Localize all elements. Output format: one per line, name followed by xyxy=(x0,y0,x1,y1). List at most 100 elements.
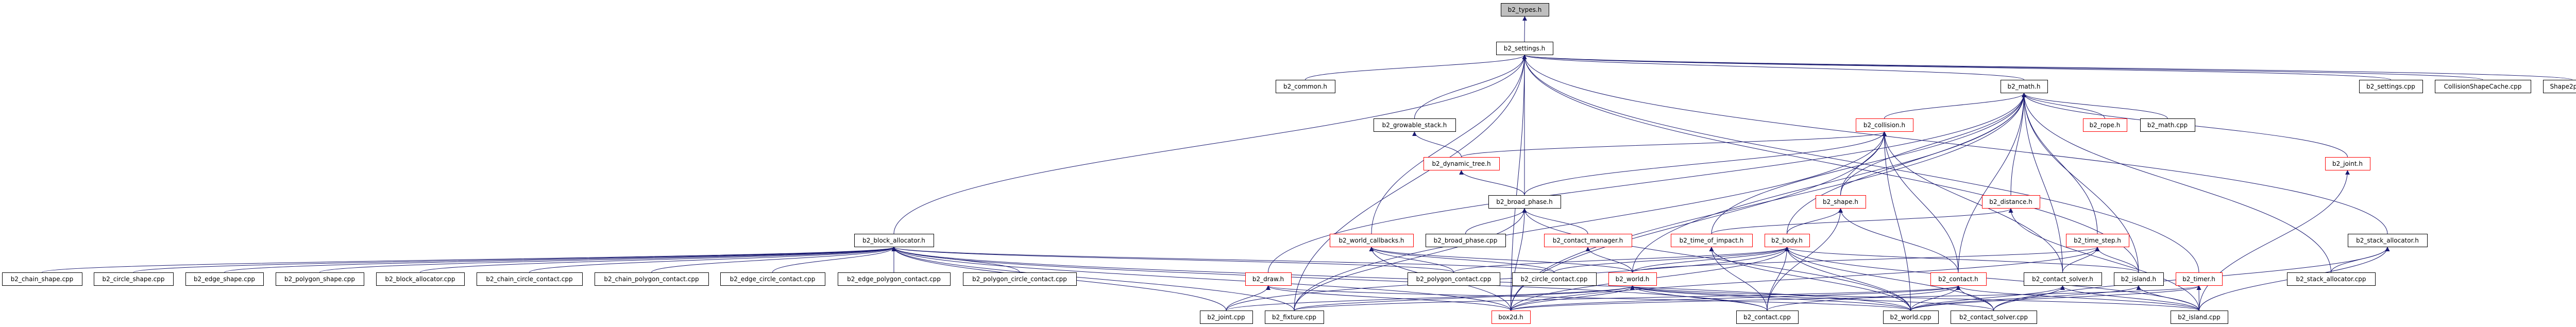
node-shape2p5-cpp[interactable]: Shape2p5.cpp xyxy=(2543,80,2576,93)
node-b2-math-cpp[interactable]: b2_math.cpp xyxy=(2140,118,2195,132)
node-box xyxy=(2287,272,2376,286)
node-b2-edge-circle-contact-cpp[interactable]: b2_edge_circle_contact.cpp xyxy=(720,272,825,286)
node-box xyxy=(2325,157,2370,170)
node-b2-edge-shape-cpp[interactable]: b2_edge_shape.cpp xyxy=(185,272,264,286)
node-b2-fixture-cpp[interactable]: b2_fixture.cpp xyxy=(1265,311,1324,324)
node-box xyxy=(2359,80,2423,93)
node-b2-world-h[interactable]: b2_world.h xyxy=(1608,272,1657,286)
node-box xyxy=(1426,234,1506,247)
edge-b2-math-h-to-b2-settings-h xyxy=(1522,55,2024,80)
node-label: b2_stack_allocator.h xyxy=(2356,237,2419,244)
edge-b2-world-h-to-b2-body-h xyxy=(1632,247,1789,273)
edge-b2-contact-cpp-to-b2-body-h xyxy=(1767,247,1789,311)
node-b2-island-h[interactable]: b2_island.h xyxy=(2114,272,2164,286)
node-b2-draw-h[interactable]: b2_draw.h xyxy=(1245,272,1292,286)
node-b2-broad-phase-h[interactable]: b2_broad_phase.h xyxy=(1488,195,1561,209)
node-b2-block-allocator-cpp[interactable]: b2_block_allocator.cpp xyxy=(376,272,465,286)
node-b2-shape-h[interactable]: b2_shape.h xyxy=(1816,195,1866,209)
node-label: b2_stack_allocator.cpp xyxy=(2296,276,2366,283)
node-label: b2_distance.h xyxy=(1989,198,2032,205)
node-label: CollisionShapeCache.cpp xyxy=(2444,83,2522,90)
node-box xyxy=(1488,195,1561,209)
node-box xyxy=(2348,234,2428,247)
node-label: b2_world.h xyxy=(1616,276,1650,283)
edge-b2-circle-contact-cpp-to-b2-block-allocator-h xyxy=(891,247,1554,273)
node-b2-stack-allocator-h[interactable]: b2_stack_allocator.h xyxy=(2348,234,2428,247)
node-b2-contact-manager-h[interactable]: b2_contact_manager.h xyxy=(1544,234,1632,247)
node-box xyxy=(2140,118,2195,132)
node-label: b2_joint.h xyxy=(2332,160,2363,167)
node-b2-polygon-shape-cpp[interactable]: b2_polygon_shape.cpp xyxy=(276,272,364,286)
node-b2-joint-h[interactable]: b2_joint.h xyxy=(2325,157,2370,170)
node-b2-dynamic-tree-h[interactable]: b2_dynamic_tree.h xyxy=(1423,157,1500,170)
node-b2-joint-cpp[interactable]: b2_joint.cpp xyxy=(1200,311,1253,324)
node-box xyxy=(2114,272,2164,286)
node-box xyxy=(1512,272,1597,286)
node-box xyxy=(2024,272,2102,286)
node-b2-chain-circle-contact-cpp[interactable]: b2_chain_circle_contact.cpp xyxy=(477,272,583,286)
node-label: b2_broad_phase.h xyxy=(1496,198,1552,205)
node-b2-settings-h[interactable]: b2_settings.h xyxy=(1496,42,1553,55)
edge-b2-contact-manager-h-to-b2-broad-phase-h xyxy=(1522,208,1588,234)
node-b2-common-h[interactable]: b2_common.h xyxy=(1276,80,1335,93)
edge-b2-circle-contact-cpp-to-b2-body-h xyxy=(1554,247,1789,273)
node-b2-contact-h[interactable]: b2_contact.h xyxy=(1930,272,1987,286)
edge-box2d-h-to-b2-timer-h xyxy=(1511,285,2201,311)
edge-b2-world-cpp-to-b2-collision-h xyxy=(1882,131,1911,311)
edge-b2-broad-phase-cpp-to-b2-broad-phase-h xyxy=(1465,208,1527,234)
node-b2-time-of-impact-h[interactable]: b2_time_of_impact.h xyxy=(1671,234,1753,247)
node-b2-block-allocator-h[interactable]: b2_block_allocator.h xyxy=(854,234,934,247)
node-b2-timer-h[interactable]: b2_timer.h xyxy=(2176,272,2223,286)
node-b2-island-cpp[interactable]: b2_island.cpp xyxy=(2171,311,2228,324)
edge-b2-contact-solver-cpp-to-b2-contact-solver-h xyxy=(1993,285,2065,311)
node-label: b2_math.h xyxy=(2007,83,2040,90)
node-b2-circle-contact-cpp[interactable]: b2_circle_contact.cpp xyxy=(1512,272,1597,286)
node-label: b2_block_allocator.cpp xyxy=(385,276,455,283)
node-b2-math-h[interactable]: b2_math.h xyxy=(2001,80,2048,93)
node-b2-edge-polygon-contact-cpp[interactable]: b2_edge_polygon_contact.cpp xyxy=(838,272,951,286)
node-b2-contact-solver-h[interactable]: b2_contact_solver.h xyxy=(2024,272,2102,286)
edge-b2-chain-circle-contact-cpp-to-b2-block-allocator-h xyxy=(529,247,896,273)
node-b2-settings-cpp[interactable]: b2_settings.cpp xyxy=(2359,80,2423,93)
node-b2-contact-cpp[interactable]: b2_contact.cpp xyxy=(1736,311,1799,324)
node-label: b2_math.cpp xyxy=(2147,122,2188,129)
node-b2-stack-allocator-cpp[interactable]: b2_stack_allocator.cpp xyxy=(2287,272,2376,286)
node-b2-rope-h[interactable]: b2_rope.h xyxy=(2083,118,2127,132)
node-box2d-h[interactable]: box2d.h xyxy=(1492,311,1531,324)
node-b2-contact-solver-cpp[interactable]: b2_contact_solver.cpp xyxy=(1951,311,2037,324)
edge-b2-body-h-to-b2-shape-h xyxy=(1787,208,1843,234)
node-box xyxy=(2066,234,2129,247)
node-b2-growable-stack-h[interactable]: b2_growable_stack.h xyxy=(1374,118,1456,132)
node-label: b2_circle_shape.cpp xyxy=(102,276,164,283)
node-label: b2_rope.h xyxy=(2090,122,2121,129)
node-b2-polygon-contact-cpp[interactable]: b2_polygon_contact.cpp xyxy=(1408,272,1500,286)
node-box xyxy=(1245,272,1292,286)
node-label: b2_contact.cpp xyxy=(1743,314,1791,321)
edge-b2-polygon-contact-cpp-to-b2-world-callbacks-h xyxy=(1369,247,1454,273)
edge-b2-polygon-circle-contact-cpp-to-b2-block-allocator-h xyxy=(891,247,1020,273)
node-b2-body-h[interactable]: b2_body.h xyxy=(1765,234,1810,247)
node-b2-distance-h[interactable]: b2_distance.h xyxy=(1982,195,2040,209)
node-b2-time-step-h[interactable]: b2_time_step.h xyxy=(2066,234,2129,247)
node-collisionshapecache-cpp[interactable]: CollisionShapeCache.cpp xyxy=(2435,80,2531,93)
edge-b2-stack-allocator-cpp-to-b2-stack-allocator-h xyxy=(2331,247,2390,273)
node-label: b2_contact_solver.cpp xyxy=(1959,314,2028,321)
node-label: b2_edge_polygon_contact.cpp xyxy=(847,276,941,283)
node-b2-polygon-circle-contact-cpp[interactable]: b2_polygon_circle_contact.cpp xyxy=(963,272,1077,286)
edge-box2d-h-to-b2-contact-h xyxy=(1511,285,1961,311)
node-b2-chain-polygon-contact-cpp[interactable]: b2_chain_polygon_contact.cpp xyxy=(595,272,709,286)
edge-b2-world-cpp-to-b2-body-h xyxy=(1785,247,1911,311)
node-b2-circle-shape-cpp[interactable]: b2_circle_shape.cpp xyxy=(94,272,174,286)
node-b2-broad-phase-cpp[interactable]: b2_broad_phase.cpp xyxy=(1426,234,1506,247)
node-b2-world-callbacks-h[interactable]: b2_world_callbacks.h xyxy=(1330,234,1414,247)
edge-b2-world-h-to-b2-math-h xyxy=(1632,93,2026,273)
node-label: b2_settings.h xyxy=(1504,45,1546,52)
node-b2-collision-h[interactable]: b2_collision.h xyxy=(1856,118,1913,132)
node-label: b2_growable_stack.h xyxy=(1382,122,1447,129)
edge-b2-island-h-to-b2-math-h xyxy=(2022,93,2139,273)
edge-b2-world-cpp-to-b2-world-h xyxy=(1630,285,1911,311)
node-b2-world-cpp[interactable]: b2_world.cpp xyxy=(1883,311,1939,324)
node-b2-chain-shape-cpp[interactable]: b2_chain_shape.cpp xyxy=(2,272,82,286)
node-label: b2_shape.h xyxy=(1823,198,1858,205)
edge-b2-joint-cpp-to-b2-body-h xyxy=(1226,247,1789,311)
